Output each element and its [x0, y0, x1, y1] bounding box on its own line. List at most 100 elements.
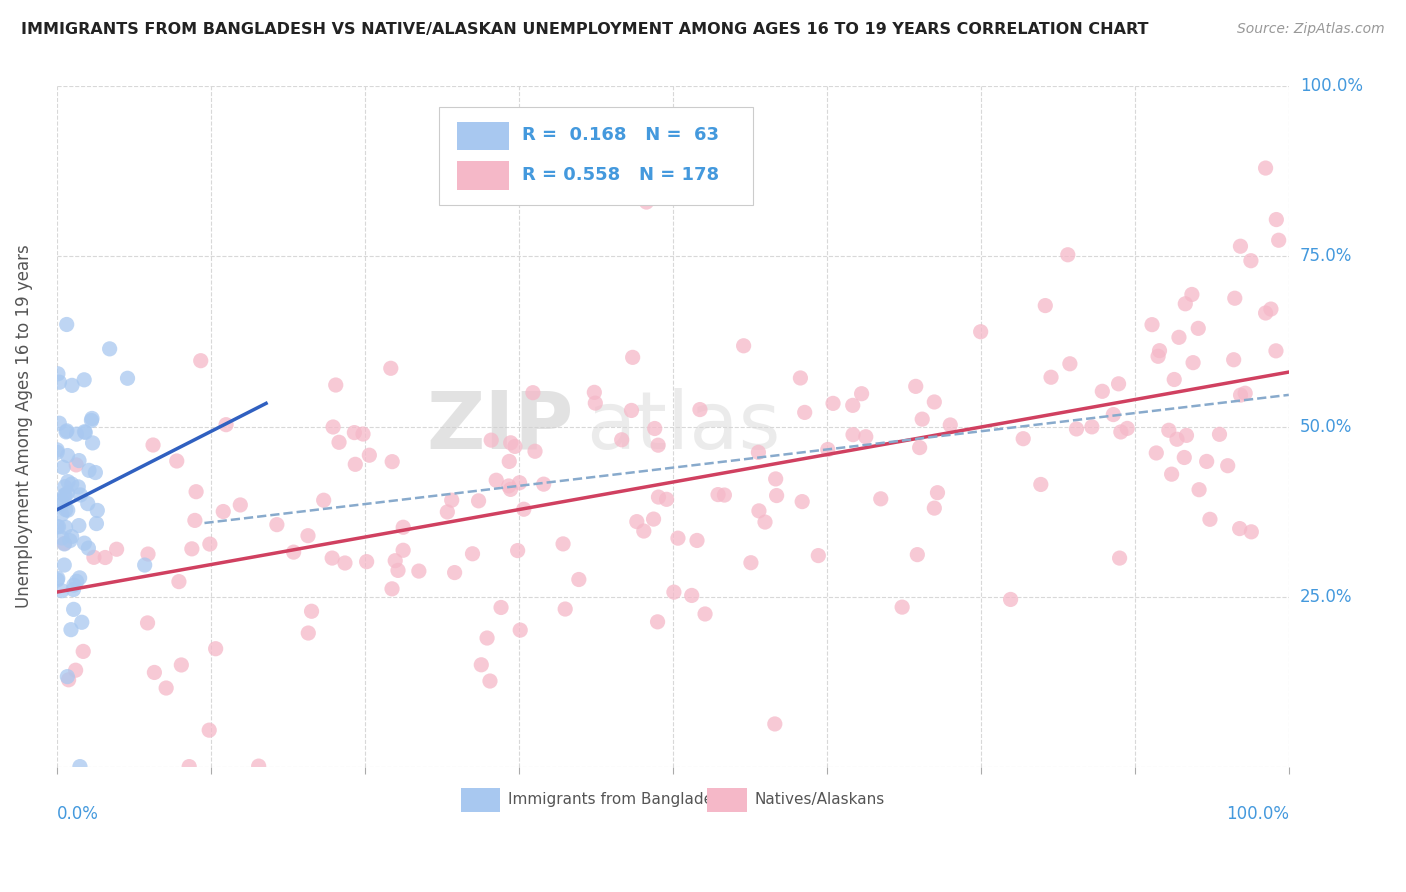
Point: [461, 547, 484, 561]
Point: [1175, 428, 1198, 442]
Point: [51, 531, 73, 545]
Point: [509, 623, 531, 637]
Point: [53, 537, 76, 551]
FancyBboxPatch shape: [461, 788, 501, 812]
Point: [198, 537, 221, 551]
Point: [969, 325, 991, 339]
Point: [301, 604, 323, 618]
FancyBboxPatch shape: [457, 122, 509, 151]
Point: [924, 501, 946, 516]
Point: [69, 571, 91, 585]
Point: [60, 477, 83, 491]
Point: [1199, 512, 1222, 526]
Point: [1147, 349, 1170, 363]
Point: [134, 558, 156, 572]
Point: [69, 759, 91, 773]
Point: [1195, 454, 1218, 468]
Text: ZIP: ZIP: [427, 387, 574, 466]
Point: [855, 430, 877, 444]
Point: [1229, 388, 1251, 402]
Point: [62, 582, 84, 597]
Point: [626, 515, 648, 529]
Point: [1216, 458, 1239, 473]
Point: [75, 425, 97, 440]
Point: [620, 403, 643, 417]
Point: [408, 564, 430, 578]
Point: [891, 600, 914, 615]
Point: [713, 488, 735, 502]
Point: [67, 480, 90, 494]
Point: [321, 551, 343, 566]
FancyBboxPatch shape: [707, 788, 747, 812]
Point: [105, 542, 128, 557]
Point: [1029, 477, 1052, 491]
Point: [55, 489, 77, 503]
Point: [73, 536, 96, 550]
Point: [297, 529, 319, 543]
Point: [479, 433, 502, 447]
Point: [1140, 318, 1163, 332]
Point: [69, 488, 91, 502]
Point: [1091, 384, 1114, 399]
Point: [789, 371, 811, 385]
Point: [46, 519, 69, 533]
Point: [1240, 524, 1263, 539]
Point: [53, 480, 76, 494]
Point: [1108, 551, 1130, 566]
Text: R = 0.558   N = 178: R = 0.558 N = 178: [523, 166, 720, 184]
Point: [70, 615, 93, 630]
Point: [52, 460, 75, 475]
Point: [344, 458, 367, 472]
Text: Immigrants from Bangladesh: Immigrants from Bangladesh: [508, 792, 730, 807]
Point: [817, 442, 839, 457]
Point: [1181, 287, 1204, 301]
Point: [1265, 212, 1288, 227]
Point: [84, 466, 107, 480]
Point: [908, 441, 931, 455]
Point: [65, 458, 87, 472]
Point: [190, 353, 212, 368]
Point: [707, 487, 730, 501]
Point: [65, 427, 87, 442]
Point: [644, 421, 666, 435]
Point: [1163, 372, 1185, 386]
Point: [1102, 408, 1125, 422]
Point: [46, 442, 69, 457]
Point: [662, 585, 685, 599]
Point: [46, 571, 69, 585]
Point: [869, 491, 891, 506]
Point: [1108, 376, 1130, 391]
Point: [842, 427, 865, 442]
Point: [1182, 356, 1205, 370]
Point: [763, 717, 786, 731]
Point: [67, 453, 90, 467]
Point: [754, 515, 776, 529]
Point: [51, 497, 73, 511]
Point: [583, 385, 606, 400]
Text: 0.0%: 0.0%: [56, 805, 98, 823]
Point: [48, 416, 70, 430]
Point: [443, 566, 465, 580]
Point: [610, 433, 633, 447]
Point: [1265, 343, 1288, 358]
Point: [554, 602, 576, 616]
Point: [1260, 302, 1282, 317]
Point: [55, 318, 77, 332]
Point: [467, 493, 489, 508]
Point: [647, 438, 669, 452]
Point: [1109, 425, 1132, 439]
Point: [524, 444, 547, 458]
FancyBboxPatch shape: [439, 107, 752, 205]
Point: [905, 548, 928, 562]
Point: [693, 607, 716, 621]
Point: [533, 477, 555, 491]
Point: [489, 600, 512, 615]
Point: [1254, 306, 1277, 320]
Point: [747, 445, 769, 459]
Point: [1166, 432, 1188, 446]
Point: [343, 425, 366, 440]
Text: 50.0%: 50.0%: [1301, 417, 1353, 435]
Point: [499, 435, 522, 450]
Point: [392, 543, 415, 558]
Point: [65, 663, 87, 677]
